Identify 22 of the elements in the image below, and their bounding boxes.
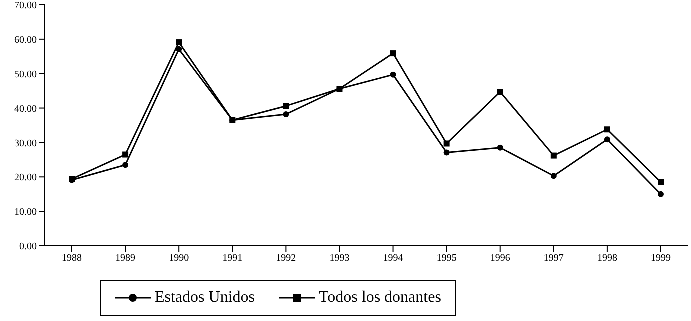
y-tick-label: 60.00 bbox=[14, 34, 37, 46]
y-tick-label: 50.00 bbox=[14, 69, 37, 80]
y-tick-label: 30.00 bbox=[14, 138, 37, 150]
x-tick-label: 1990 bbox=[169, 253, 190, 264]
x-tick-label: 1995 bbox=[436, 253, 457, 264]
x-tick-label: 1996 bbox=[490, 253, 510, 264]
x-tick-label: 1999 bbox=[651, 253, 671, 264]
x-tick-label: 1991 bbox=[222, 253, 243, 264]
x-tick-label: 1998 bbox=[597, 253, 618, 264]
x-tick-label: 1994 bbox=[383, 253, 404, 264]
x-tick-label: 1992 bbox=[276, 253, 296, 264]
y-tick-label: 10.00 bbox=[14, 207, 37, 218]
x-tick-label: 1988 bbox=[62, 253, 82, 264]
y-tick-label: 70.00 bbox=[14, 0, 37, 12]
y-tick-label: 0.00 bbox=[20, 242, 37, 253]
legend-label: Todos los donantes bbox=[319, 289, 442, 307]
x-tick-label: 1989 bbox=[116, 253, 136, 264]
y-tick-label: 20.00 bbox=[14, 172, 37, 184]
legend-label: Estados Unidos bbox=[155, 289, 255, 307]
x-tick-label: 1993 bbox=[330, 253, 350, 264]
y-tick-label: 40.00 bbox=[14, 104, 37, 115]
x-tick-label: 1997 bbox=[544, 253, 564, 264]
